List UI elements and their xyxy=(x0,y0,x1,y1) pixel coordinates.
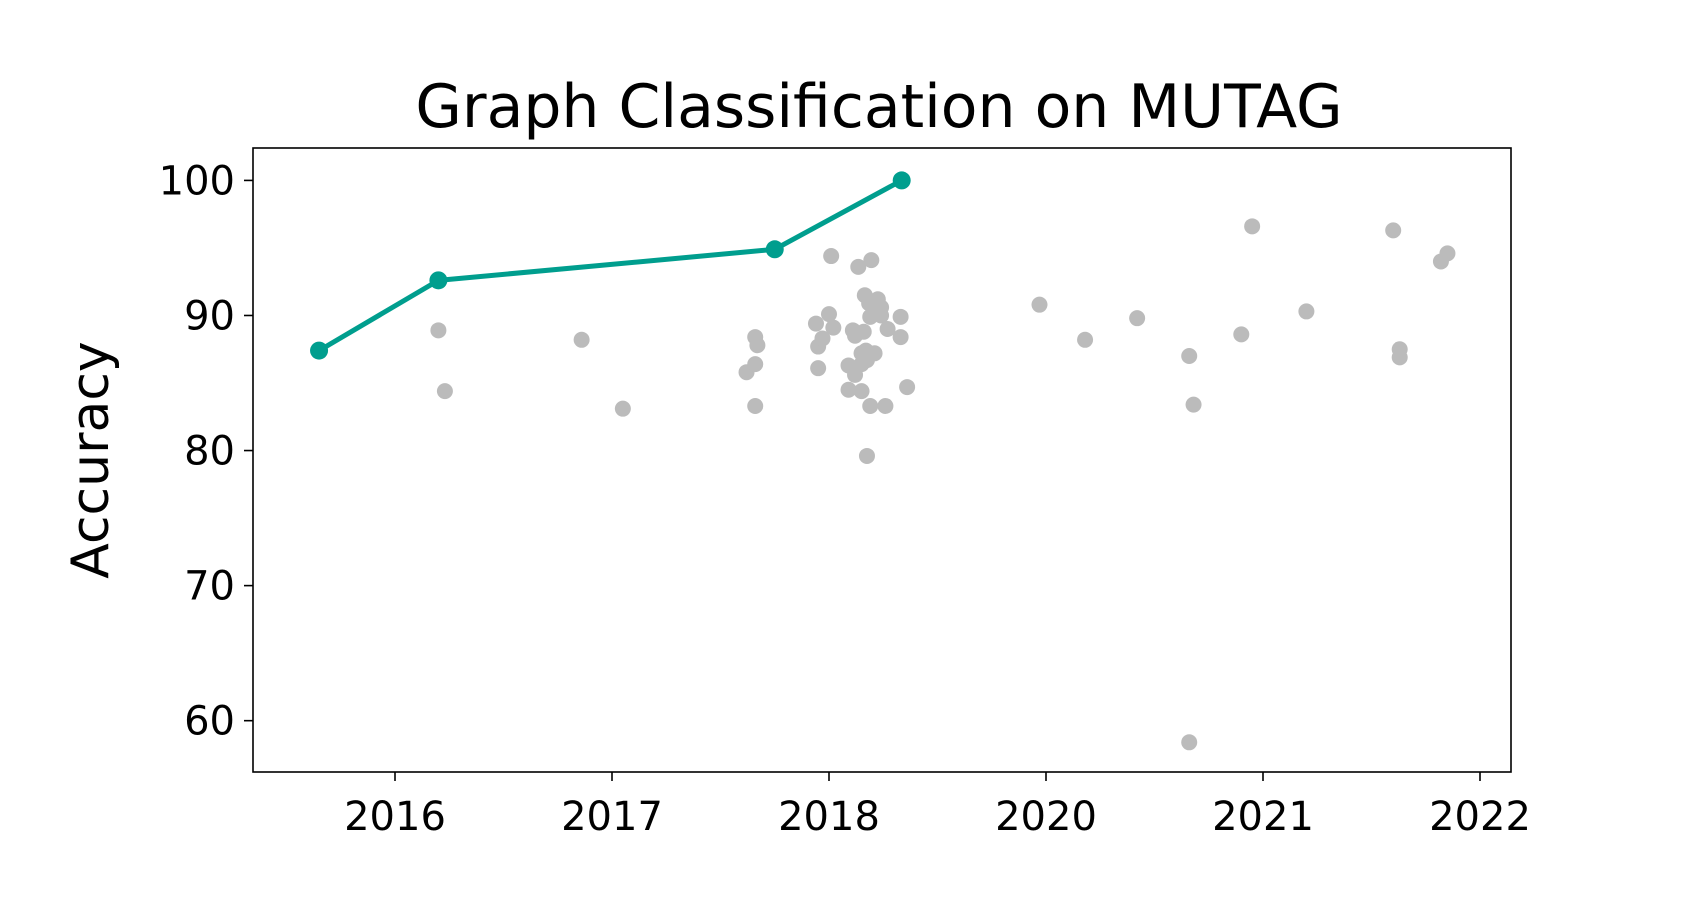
other-point xyxy=(821,306,837,323)
other-point xyxy=(862,397,879,414)
x-tick-label: 2018 xyxy=(778,794,880,840)
other-point xyxy=(430,322,447,339)
other-point xyxy=(1129,310,1146,327)
other-point xyxy=(1233,326,1250,343)
sota-layer xyxy=(310,171,911,360)
sota-point xyxy=(429,271,448,290)
other-point xyxy=(1391,349,1408,366)
other-point xyxy=(877,397,894,414)
other-point xyxy=(855,323,872,340)
other-point xyxy=(850,258,867,275)
y-tick-label: 80 xyxy=(184,429,235,475)
other-point xyxy=(807,315,824,332)
other-point xyxy=(1439,245,1456,262)
other-point xyxy=(1181,734,1198,751)
chart-title: Graph Classification on MUTAG xyxy=(415,72,1342,142)
other-point xyxy=(858,447,875,464)
other-point xyxy=(1185,396,1202,413)
sota-line xyxy=(317,178,903,353)
y-tick-label: 60 xyxy=(184,699,235,745)
other-point xyxy=(814,330,831,347)
other-point xyxy=(573,331,590,348)
other-point xyxy=(899,379,916,396)
x-tick-label: 2022 xyxy=(1429,794,1531,840)
y-axis-ticks: 60 70 80 90 100 xyxy=(159,158,253,745)
other-point xyxy=(436,383,453,400)
other-point xyxy=(1298,303,1315,320)
other-point xyxy=(747,356,764,373)
x-tick-label: 2021 xyxy=(1212,794,1314,840)
other-point xyxy=(810,360,827,377)
other-point xyxy=(823,248,840,265)
other-point xyxy=(825,319,842,336)
sota-point xyxy=(765,240,784,259)
other-point xyxy=(879,320,896,337)
other-point xyxy=(892,329,909,346)
other-point xyxy=(840,381,857,398)
other-point xyxy=(863,252,880,269)
y-tick-label: 90 xyxy=(184,293,235,339)
x-tick-label: 2016 xyxy=(344,794,446,840)
other-point xyxy=(1181,348,1198,364)
other-point xyxy=(1244,218,1261,235)
other-point xyxy=(1077,331,1094,348)
x-axis-ticks: 2016 2017 2018 2020 2021 2022 xyxy=(344,772,1531,840)
y-tick-label: 70 xyxy=(184,564,235,610)
y-tick-label: 100 xyxy=(159,158,235,204)
sota-point xyxy=(892,171,911,190)
y-axis-title: Accuracy xyxy=(61,341,121,578)
sota-point xyxy=(310,341,329,360)
other-point xyxy=(873,307,890,324)
other-point xyxy=(892,308,909,325)
other-point xyxy=(614,400,631,417)
other-point xyxy=(853,383,870,400)
other-point xyxy=(866,345,883,362)
other-point xyxy=(1385,222,1402,239)
x-tick-label: 2020 xyxy=(995,794,1097,840)
other-points-layer xyxy=(430,218,1456,751)
other-point xyxy=(747,397,764,414)
other-point xyxy=(1031,296,1048,313)
x-tick-label: 2017 xyxy=(561,794,663,840)
plot-frame xyxy=(252,147,1512,773)
other-point xyxy=(749,337,766,354)
